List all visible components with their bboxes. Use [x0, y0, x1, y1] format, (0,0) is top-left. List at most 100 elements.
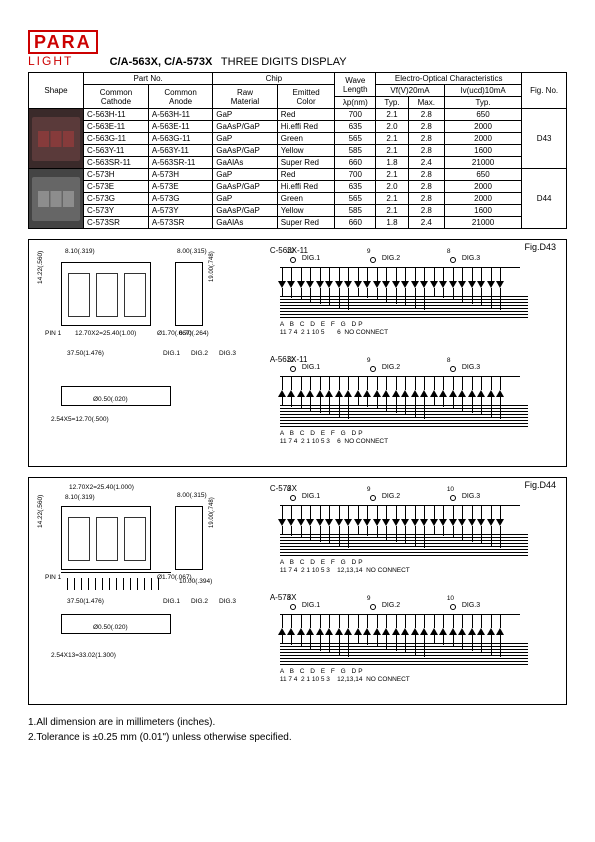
cell-vfmax: 2.8 [408, 145, 444, 157]
fig44-circuit-ca: A-573X 8DIG.19DIG.210DIG.3A B C D E F G … [270, 593, 558, 696]
th-raw: RawMaterial [213, 85, 278, 109]
cell-emit: Super Red [277, 217, 335, 229]
cell-cc: C-563SR-11 [84, 157, 149, 169]
th-typ2: Typ. [444, 97, 521, 109]
cell-cc: C-573E [84, 181, 149, 193]
cell-emit: Green [277, 133, 335, 145]
cell-vftyp: 2.1 [376, 133, 409, 145]
cell-vftyp: 1.8 [376, 157, 409, 169]
th-typ1: Typ. [376, 97, 409, 109]
cell-ivtyp: 1600 [444, 145, 521, 157]
spec-table: Shape Part No. Chip WaveLength Electro-O… [28, 72, 567, 229]
th-cc: CommonCathode [84, 85, 149, 109]
model-desc: THREE DIGITS DISPLAY [221, 56, 347, 68]
th-eo: Electro-Optical Characteristics [376, 73, 522, 85]
cell-ca: A-563H-11 [148, 109, 212, 121]
cell-ivtyp: 2000 [444, 133, 521, 145]
cell-ivtyp: 21000 [444, 217, 521, 229]
cell-emit: Red [277, 169, 335, 181]
cell-emit: Green [277, 193, 335, 205]
cell-ca: A-563Y-11 [148, 145, 212, 157]
cell-emit: Yellow [277, 205, 335, 217]
cell-vftyp: 2.1 [376, 145, 409, 157]
cell-emit: Yellow [277, 145, 335, 157]
th-partno: Part No. [84, 73, 213, 85]
cell-wave: 660 [335, 217, 376, 229]
cell-ca: A-573G [148, 193, 212, 205]
fig43-circuit-cc: C-563X-11 12DIG.19DIG.28DIG.3A B C D E F… [270, 246, 558, 349]
cell-wave: 565 [335, 193, 376, 205]
cell-cc: C-573Y [84, 205, 149, 217]
cell-cc: C-573SR [84, 217, 149, 229]
cell-vfmax: 2.8 [408, 181, 444, 193]
cell-cc: C-573H [84, 169, 149, 181]
cell-ca: A-573Y [148, 205, 212, 217]
cell-emit: Hi.effi Red [277, 181, 335, 193]
cell-raw: GaAsP/GaP [213, 181, 278, 193]
figure-d43: Fig.D43 8.10(.319) 14.22(.560) PIN 1 12.… [28, 239, 567, 467]
figure-d44: Fig.D44 12.70X2=25.40(1.000) 8.10(.319) … [28, 477, 567, 705]
cell-ivtyp: 2000 [444, 193, 521, 205]
cell-raw: GaAsP/GaP [213, 121, 278, 133]
logo-top: PARA [28, 30, 98, 54]
th-shape: Shape [29, 73, 84, 109]
cell-ca: A-563G-11 [148, 133, 212, 145]
cell-raw: GaP [213, 193, 278, 205]
th-vf: Vf(V)20mA [376, 85, 445, 97]
cell-raw: GaAlAs [213, 157, 278, 169]
cell-vfmax: 2.8 [408, 109, 444, 121]
cell-vfmax: 2.8 [408, 205, 444, 217]
cell-emit: Hi.effi Red [277, 121, 335, 133]
cell-raw: GaP [213, 169, 278, 181]
cell-ca: A-573E [148, 181, 212, 193]
cell-ivtyp: 650 [444, 109, 521, 121]
cell-vfmax: 2.4 [408, 217, 444, 229]
cell-ca: A-563E-11 [148, 121, 212, 133]
th-emit: EmittedColor [277, 85, 335, 109]
cell-vfmax: 2.8 [408, 133, 444, 145]
cell-vfmax: 2.8 [408, 121, 444, 133]
cell-vfmax: 2.8 [408, 169, 444, 181]
cell-vftyp: 2.0 [376, 181, 409, 193]
cell-raw: GaP [213, 109, 278, 121]
shape-cell [29, 169, 84, 229]
cell-vftyp: 2.1 [376, 109, 409, 121]
cell-ivtyp: 1600 [444, 205, 521, 217]
cell-wave: 700 [335, 109, 376, 121]
th-fig: Fig. No. [522, 73, 567, 109]
fig43-circuit-ca: A-563X-11 12DIG.19DIG.28DIG.3A B C D E F… [270, 355, 558, 458]
fig44-mechanical: 12.70X2=25.40(1.000) 8.10(.319) 14.22(.5… [37, 484, 256, 696]
fig43-mechanical: 8.10(.319) 14.22(.560) PIN 1 12.70X2=25.… [37, 246, 256, 458]
fig-cell: D43 [522, 109, 567, 169]
cell-vfmax: 2.8 [408, 193, 444, 205]
cell-wave: 635 [335, 181, 376, 193]
th-iv: Iv(ucd)10mA [444, 85, 521, 97]
cell-raw: GaAsP/GaP [213, 145, 278, 157]
cell-wave: 700 [335, 169, 376, 181]
cell-vftyp: 2.1 [376, 193, 409, 205]
logo: PARA LIGHT [28, 30, 98, 68]
model-title: C/A-563X, C/A-573X [110, 56, 213, 68]
cell-ca: A-563SR-11 [148, 157, 212, 169]
cell-wave: 565 [335, 133, 376, 145]
th-wave: WaveLength [335, 73, 376, 97]
cell-wave: 585 [335, 205, 376, 217]
logo-bottom: LIGHT [28, 54, 73, 68]
cell-raw: GaAsP/GaP [213, 205, 278, 217]
cell-raw: GaP [213, 133, 278, 145]
cell-vfmax: 2.4 [408, 157, 444, 169]
cell-cc: C-573G [84, 193, 149, 205]
cell-cc: C-563E-11 [84, 121, 149, 133]
note-2: 2.Tolerance is ±0.25 mm (0.01") unless o… [28, 730, 567, 745]
footnotes: 1.All dimension are in millimeters (inch… [28, 715, 567, 745]
cell-vftyp: 1.8 [376, 217, 409, 229]
cell-cc: C-563H-11 [84, 109, 149, 121]
cell-vftyp: 2.1 [376, 169, 409, 181]
cell-cc: C-563Y-11 [84, 145, 149, 157]
th-wave-unit: λp(nm) [335, 97, 376, 109]
cell-ca: A-573SR [148, 217, 212, 229]
cell-wave: 660 [335, 157, 376, 169]
cell-ca: A-573H [148, 169, 212, 181]
cell-wave: 585 [335, 145, 376, 157]
cell-wave: 635 [335, 121, 376, 133]
